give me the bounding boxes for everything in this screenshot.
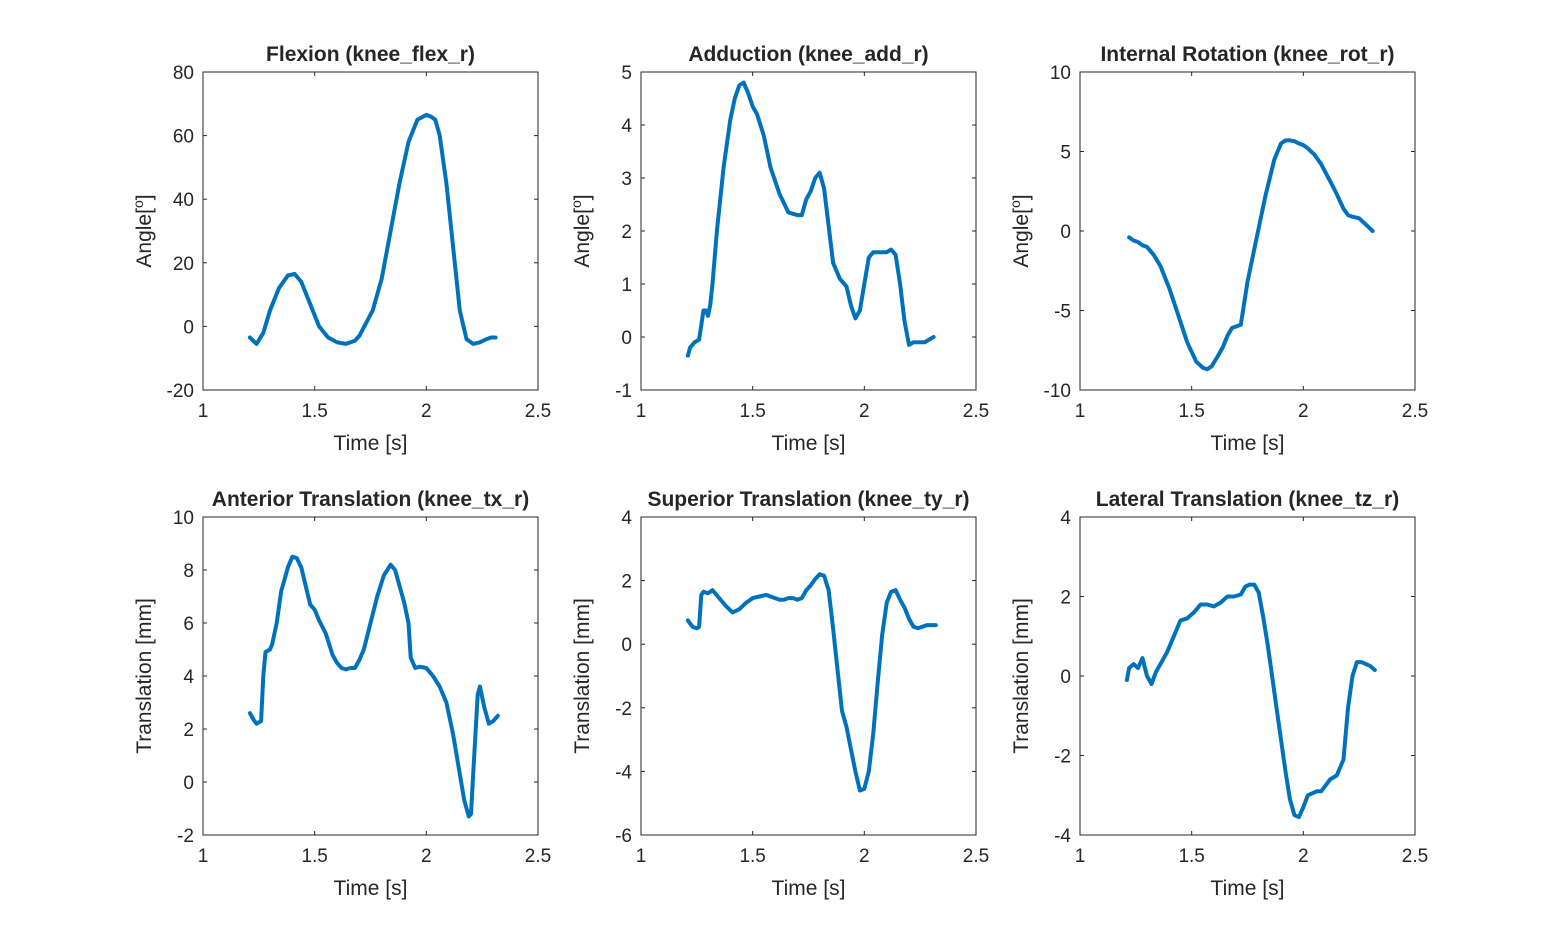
y-tick-label: 0 [621, 635, 632, 656]
x-tick-label: 2 [421, 401, 432, 422]
x-tick-label: 1 [198, 846, 209, 867]
y-tick-label: 4 [621, 116, 632, 137]
y-axis-label: Translation [mm] [1010, 598, 1033, 754]
y-tick-label: 0 [1060, 667, 1071, 688]
x-tick-label: 1.5 [739, 846, 765, 867]
x-tick-label: 1.5 [1178, 401, 1204, 422]
x-tick-label: 1 [636, 846, 647, 867]
y-tick-label: -2 [177, 826, 194, 847]
x-tick-label: 1 [1075, 401, 1086, 422]
x-axis-label: Time [s] [1211, 877, 1285, 900]
y-tick-label: 4 [183, 667, 194, 688]
y-axis-label: Angle[o] [130, 194, 156, 267]
x-tick-label: 1.5 [739, 401, 765, 422]
series-line [247, 554, 500, 819]
x-tick-label: 1.5 [1178, 846, 1204, 867]
y-tick-label: 2 [621, 572, 632, 593]
x-tick-label: 1 [1075, 846, 1086, 867]
x-tick-label: 2.5 [525, 401, 551, 422]
chart-title: Flexion (knee_flex_r) [266, 43, 475, 66]
y-tick-label: 8 [183, 561, 194, 582]
x-axis-label: Time [s] [1211, 432, 1285, 455]
y-tick-label: 0 [183, 317, 194, 338]
y-tick-label: 3 [621, 169, 632, 190]
y-tick-label: 0 [621, 328, 632, 349]
axes-box [202, 516, 539, 836]
y-axis-label: Angle[o] [568, 194, 594, 267]
x-tick-label: 2 [859, 401, 870, 422]
x-axis-label: Time [s] [334, 877, 408, 900]
y-tick-label: 0 [183, 773, 194, 794]
chart-title: Lateral Translation (knee_tz_r) [1096, 488, 1399, 511]
x-tick-label: 1 [636, 401, 647, 422]
chart-panel-3: 1 1.5 2 2.5 -10 -5 0 5 10 Internal Rotation (knee… [1007, 43, 1428, 455]
chart-panel-5: 1 1.5 2 2.5 -6 -4 -2 0 2 4 Superior Translation (k… [571, 488, 989, 900]
y-tick-label: -4 [615, 762, 632, 783]
y-tick-label: 5 [1060, 143, 1071, 164]
y-tick-label: 40 [173, 190, 194, 211]
series-line [247, 112, 498, 346]
y-tick-label: 4 [1060, 508, 1071, 529]
x-tick-label: 2 [421, 846, 432, 867]
chart-panel-2: 1 1.5 2 2.5 -1 0 1 2 3 4 5 Adduction (knee_add_r) Ti… [568, 43, 989, 455]
x-tick-label: 2 [1298, 401, 1309, 422]
x-tick-label: 1.5 [301, 401, 327, 422]
x-tick-label: 2.5 [525, 846, 551, 867]
y-tick-label: -1 [615, 381, 632, 402]
y-tick-label: 2 [621, 222, 632, 243]
chart-panel-4: 1 1.5 2 2.5 -2 0 2 4 6 8 10 Anterior Translation (k… [133, 488, 551, 900]
y-axis-label: Translation [mm] [133, 598, 156, 754]
y-tick-label: 60 [173, 127, 194, 148]
y-tick-label: 2 [1060, 588, 1071, 609]
series-line [1127, 138, 1375, 372]
axes-box [640, 71, 977, 391]
x-tick-label: 2 [1298, 846, 1309, 867]
axes-box [1079, 71, 1416, 391]
y-tick-label: 4 [621, 508, 632, 529]
y-tick-label: 20 [173, 254, 194, 275]
y-tick-label: -2 [1054, 747, 1071, 768]
x-axis-label: Time [s] [772, 432, 846, 455]
series-line [1124, 582, 1377, 820]
chart-panel-1: 1 1.5 2 2.5 -20 0 20 40 60 80 Flexion (knee_flex_r… [130, 43, 551, 455]
x-tick-label: 2.5 [963, 846, 989, 867]
series-line [685, 572, 938, 793]
chart-title: Internal Rotation (knee_rot_r) [1100, 43, 1394, 66]
y-tick-label: 10 [173, 508, 194, 529]
x-axis-label: Time [s] [772, 877, 846, 900]
x-tick-label: 2.5 [963, 401, 989, 422]
chart-title: Superior Translation (knee_ty_r) [647, 488, 969, 511]
y-axis-label: Translation [mm] [571, 598, 594, 754]
y-tick-label: 10 [1050, 63, 1071, 84]
y-tick-label: -20 [167, 381, 194, 402]
chart-panel-6: 1 1.5 2 2.5 -4 -2 0 2 4 Lateral Translation (knee… [1010, 488, 1428, 900]
y-tick-label: 80 [173, 63, 194, 84]
y-tick-label: -4 [1054, 826, 1071, 847]
series-line [685, 80, 936, 358]
x-axis-label: Time [s] [334, 432, 408, 455]
x-tick-label: 2.5 [1402, 401, 1428, 422]
x-tick-label: 2 [859, 846, 870, 867]
y-tick-label: 2 [183, 720, 194, 741]
chart-title: Anterior Translation (knee_tx_r) [212, 488, 529, 511]
y-tick-label: -10 [1044, 381, 1071, 402]
x-tick-label: 1 [198, 401, 209, 422]
y-tick-label: 6 [183, 614, 194, 635]
chart-title: Adduction (knee_add_r) [688, 43, 928, 66]
y-tick-label: -6 [615, 826, 632, 847]
y-tick-label: 1 [621, 275, 632, 296]
y-tick-label: 0 [1060, 222, 1071, 243]
x-tick-label: 2.5 [1402, 846, 1428, 867]
y-tick-label: -5 [1054, 302, 1071, 323]
axes-box [1079, 516, 1416, 836]
y-tick-label: -2 [615, 699, 632, 720]
x-tick-label: 1.5 [301, 846, 327, 867]
axes-box [640, 516, 977, 836]
y-tick-label: 5 [621, 63, 632, 84]
y-axis-label: Angle[o] [1007, 194, 1033, 267]
